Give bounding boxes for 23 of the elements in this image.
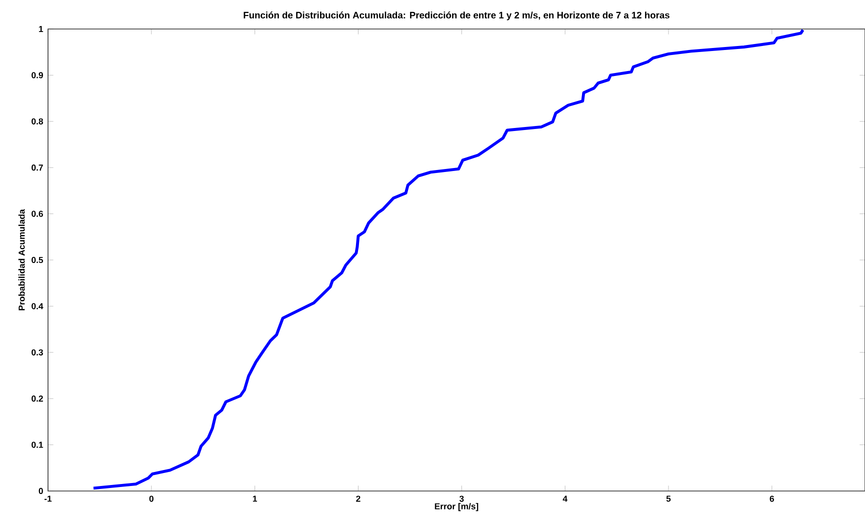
y-tick-label: 0.2 bbox=[32, 396, 43, 402]
y-axis-title: Probabilidad Acumulada bbox=[18, 209, 25, 310]
x-tick-label: 4 bbox=[562, 496, 568, 502]
x-axis-title: Error [m/s] bbox=[434, 503, 478, 512]
x-tick-label: 5 bbox=[666, 496, 671, 502]
line-series bbox=[92, 28, 804, 490]
y-tick-label: 0 bbox=[38, 488, 43, 494]
x-tick-label: -1 bbox=[44, 496, 52, 502]
x-tick-label: 0 bbox=[149, 496, 154, 502]
x-tick-label: 6 bbox=[770, 496, 774, 502]
y-tick-label: 0.6 bbox=[32, 210, 43, 217]
y-tick-label: 1 bbox=[39, 26, 44, 32]
x-tick-label: 3 bbox=[459, 496, 464, 502]
x-tick-label: 1 bbox=[252, 496, 258, 502]
chart-title: Función de Distribución Acumulada: Predicción de entre 1 y 2 m/s, en Horizonte de 7 a 12 horas bbox=[244, 12, 670, 20]
y-tick-label: 0.3 bbox=[32, 349, 43, 356]
y-tick-label: 0.5 bbox=[32, 256, 44, 264]
y-tick-label: 0.1 bbox=[32, 442, 44, 448]
y-tick-label: 0.9 bbox=[32, 72, 43, 78]
y-tick-label: 0.7 bbox=[32, 164, 43, 171]
x-tick-label: 2 bbox=[356, 496, 360, 502]
y-tick-label: 0.4 bbox=[32, 303, 44, 310]
y-tick-label: 0.8 bbox=[32, 118, 44, 124]
